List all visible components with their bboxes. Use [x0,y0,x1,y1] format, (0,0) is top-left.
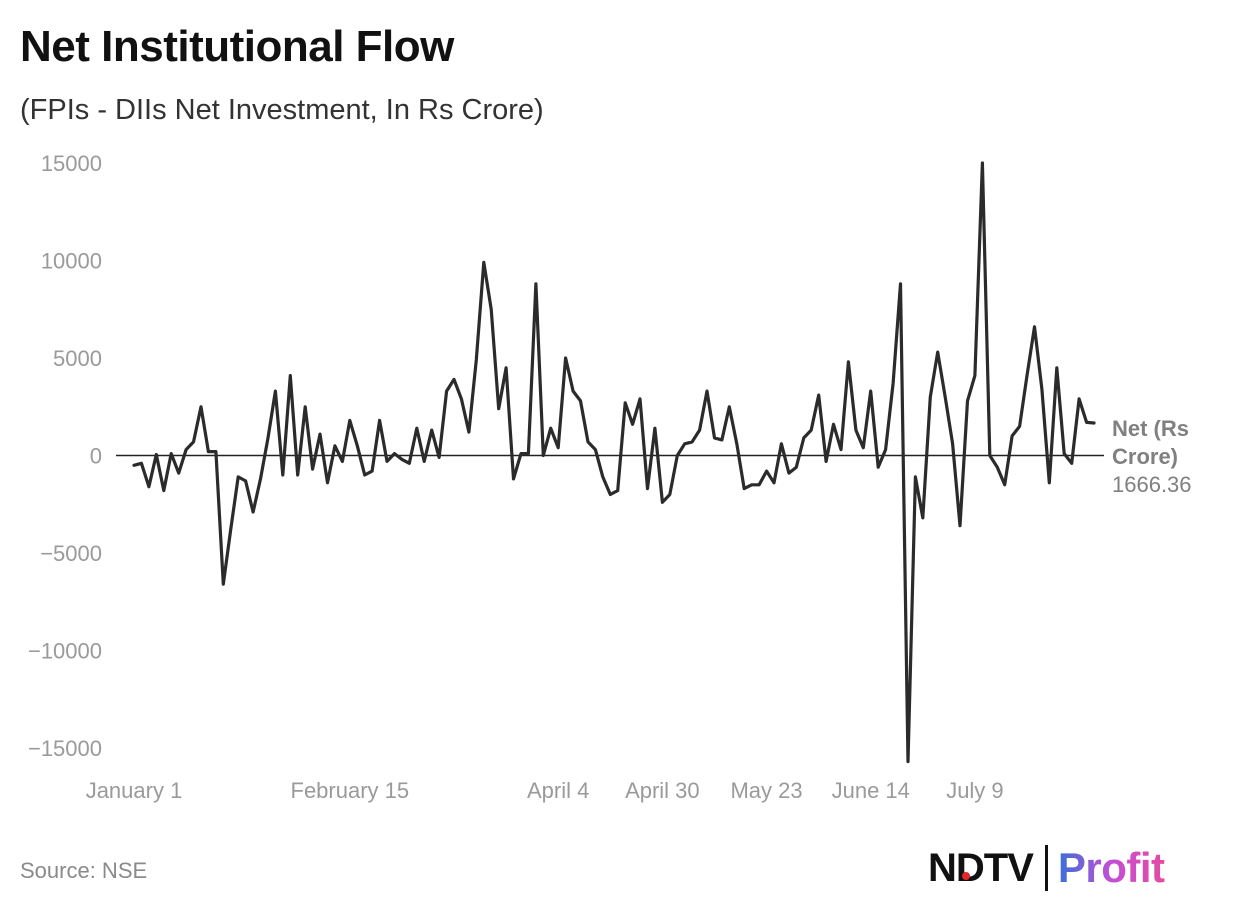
y-tick-label: 5000 [53,346,102,371]
x-tick-label: April 4 [527,778,589,803]
x-tick-label: May 23 [730,778,802,803]
x-tick-label: January 1 [86,778,183,803]
chart-title: Net Institutional Flow [20,22,454,71]
series-end-label: Net (Rs Crore) 1666.36 [1112,416,1192,497]
x-tick-label: February 15 [291,778,410,803]
y-tick-label: 15000 [41,151,102,176]
y-tick-label: 10000 [41,249,102,274]
y-tick-label: −15000 [28,736,102,761]
logo-profit-text: Profit [1057,844,1165,891]
x-axis: January 1 February 15 April 4 April 30 May 2… [86,778,1004,803]
logo-ndtv-text: NDTV [928,845,1034,890]
logo-red-dot [962,871,970,880]
series-name-line-1: Net (Rs [1112,416,1189,441]
y-axis: 15000 10000 5000 0 −5000 −10000 −15000 [28,151,102,761]
x-tick-label: July 9 [946,778,1003,803]
chart-subtitle: (FPIs - DIIs Net Investment, In Rs Crore… [20,94,544,126]
series-last-value: 1666.36 [1112,472,1192,497]
y-tick-label: −5000 [40,541,102,566]
ndtv-profit-logo: NDTV Profit [928,842,1165,894]
y-tick-label: 0 [90,444,102,469]
logo-divider [1044,845,1048,891]
x-tick-label: June 14 [832,778,910,803]
series-name-line-2: Crore) [1112,444,1178,469]
y-tick-label: −10000 [28,639,102,664]
source-note: Source: NSE [20,858,148,883]
series-line-net [132,161,1096,764]
x-tick-label: April 30 [625,778,700,803]
